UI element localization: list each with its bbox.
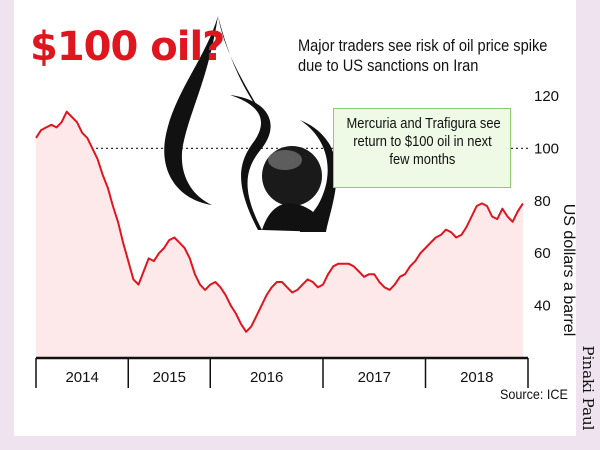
logo-drop-outline [164, 16, 218, 205]
oil-drop-road-logo [164, 16, 337, 232]
y-tick-label-80: 80 [534, 193, 551, 210]
subtitle-line-2: due to US sanctions on Iran [298, 56, 479, 75]
x-tick-label-2015: 2015 [153, 369, 186, 386]
subtitle-line-1: Major traders see risk of oil price spik… [298, 36, 548, 55]
price-area-fill [36, 111, 523, 358]
y-axis-ticks: 40 60 80 100 120 [534, 88, 559, 315]
y-tick-label-60: 60 [534, 245, 551, 262]
x-tick-label-2018: 2018 [460, 369, 493, 386]
price-series-line [35, 110, 524, 333]
callout-line-1: Mercuria and Trafigura see [346, 115, 501, 132]
logo-road-swoosh [230, 95, 271, 230]
headline: $100 oil? [30, 24, 225, 70]
source-note: Source: ICE [500, 386, 568, 402]
x-tick-label-2017: 2017 [358, 369, 391, 386]
subtitle: Major traders see risk of oil price spik… [298, 36, 548, 76]
logo-sphere-highlight [268, 150, 302, 170]
logo-road-right [300, 120, 337, 232]
y-axis-label: US dollars a barrel [560, 203, 577, 337]
y-tick-label-100: 100 [534, 140, 559, 157]
logo-sphere-base [262, 203, 326, 232]
logo-drop-outline-right [218, 16, 262, 115]
callout-line-3: few months [389, 151, 455, 168]
y-tick-label-40: 40 [534, 298, 551, 315]
callout-line-2: return to $100 oil in next [352, 133, 492, 150]
callout-box: Mercuria and Trafigura see return to $10… [333, 108, 511, 188]
x-tick-label-2016: 2016 [250, 369, 283, 386]
x-tick-label-2014: 2014 [65, 369, 98, 386]
price-series-line-group [35, 110, 524, 333]
y-tick-label-120: 120 [534, 88, 559, 105]
x-axis-ticks: 2014 2015 2016 2017 2018 [35, 358, 529, 388]
artist-credit: Pinaki Paul [579, 345, 597, 431]
